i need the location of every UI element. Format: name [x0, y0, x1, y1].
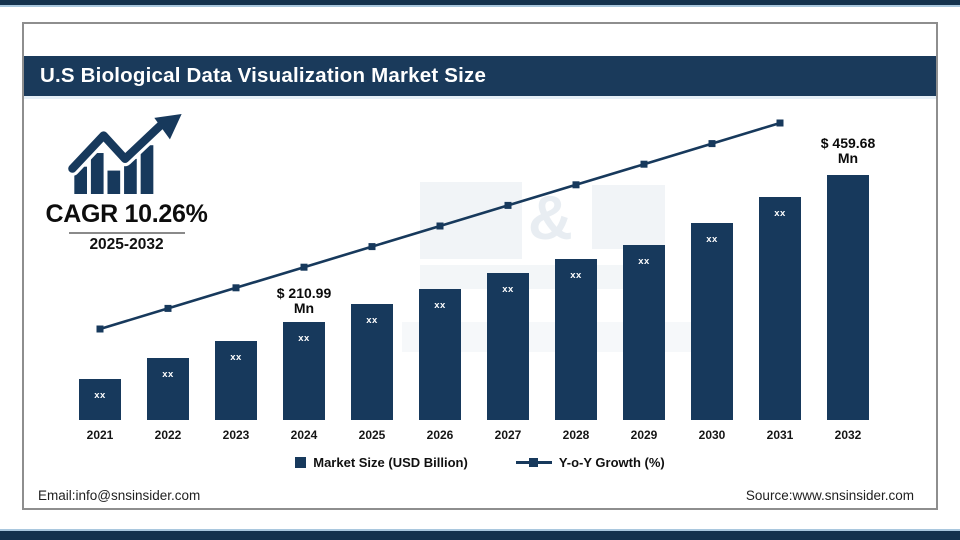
- x-tick-2029: 2029: [630, 428, 658, 442]
- bar-2032: [827, 175, 869, 420]
- bar-value-label: xx: [298, 333, 310, 344]
- value-label-2024: $ 210.99 Mn: [276, 285, 332, 316]
- x-tick-2028: 2028: [562, 428, 590, 442]
- bar-value-label: xx: [502, 284, 514, 295]
- content-frame: & U.S Biological Data Visualization Mark…: [22, 22, 938, 510]
- bar-2028: xx: [555, 259, 597, 420]
- x-tick-2024: 2024: [290, 428, 318, 442]
- page-title: U.S Biological Data Visualization Market…: [40, 64, 487, 87]
- bar-value-label: xx: [774, 208, 786, 219]
- x-tick-2022: 2022: [154, 428, 182, 442]
- cagr-value: CAGR 10.26%: [45, 200, 208, 228]
- bar-value-label: xx: [366, 315, 378, 326]
- bar-2027: xx: [487, 273, 529, 420]
- line-marker-swatch-icon: [515, 458, 552, 467]
- x-tick-2026: 2026: [426, 428, 454, 442]
- value-label-2032: $ 459.68 Mn: [820, 135, 876, 166]
- bar-value-label: xx: [162, 369, 174, 380]
- bar-swatch-icon: [295, 457, 307, 468]
- x-tick-2025: 2025: [358, 428, 386, 442]
- bar-2030: xx: [691, 223, 733, 420]
- x-tick-2023: 2023: [222, 428, 250, 442]
- bar-value-label: xx: [94, 390, 106, 401]
- legend-item-yoy-growth: Y-o-Y Growth (%): [515, 455, 665, 470]
- x-tick-2021: 2021: [86, 428, 114, 442]
- bar-2024: xx: [283, 322, 325, 420]
- bottom-banner: [0, 529, 960, 540]
- x-tick-2031: 2031: [766, 428, 794, 442]
- bar-2022: xx: [147, 358, 189, 420]
- bar-2023: xx: [215, 341, 257, 420]
- growth-chart-icon: [67, 114, 186, 194]
- top-banner: [0, 0, 960, 5]
- contact-email: Email:info@snsinsider.com: [38, 488, 201, 503]
- bar-value-label: xx: [570, 270, 582, 281]
- x-tick-2027: 2027: [494, 428, 522, 442]
- legend-item-market-size: Market Size (USD Billion): [295, 455, 468, 470]
- cagr-block: CAGR 10.26% 2025-2032: [34, 114, 219, 254]
- chart-legend: Market Size (USD Billion) Y-o-Y Growth (…: [24, 455, 936, 470]
- x-tick-2030: 2030: [698, 428, 726, 442]
- market-size-chart: xx 2021 xx 2022 xx 2023 xx 2024 xx 2025 xx 2026 xx 20…: [24, 24, 936, 508]
- bar-value-label: xx: [434, 300, 446, 311]
- cagr-period: 2025-2032: [89, 236, 164, 253]
- bar-value-label: xx: [638, 256, 650, 267]
- bar-2029: xx: [623, 245, 665, 420]
- legend-label-market-size: Market Size (USD Billion): [313, 455, 468, 470]
- bar-value-label: xx: [706, 234, 718, 245]
- top-banner-accent-line: [0, 5, 960, 7]
- source-text: Source:www.snsinsider.com: [745, 488, 914, 503]
- bar-2025: xx: [351, 304, 393, 420]
- bar-value-label: xx: [230, 352, 242, 363]
- legend-label-yoy-growth: Y-o-Y Growth (%): [558, 455, 665, 470]
- bar-2031: xx: [759, 197, 801, 420]
- bar-2026: xx: [419, 289, 461, 420]
- cagr-underline: [68, 232, 185, 234]
- x-tick-2032: 2032: [834, 428, 862, 442]
- chart-title-band: U.S Biological Data Visualization Market…: [24, 56, 936, 99]
- bar-2021: xx: [79, 379, 121, 420]
